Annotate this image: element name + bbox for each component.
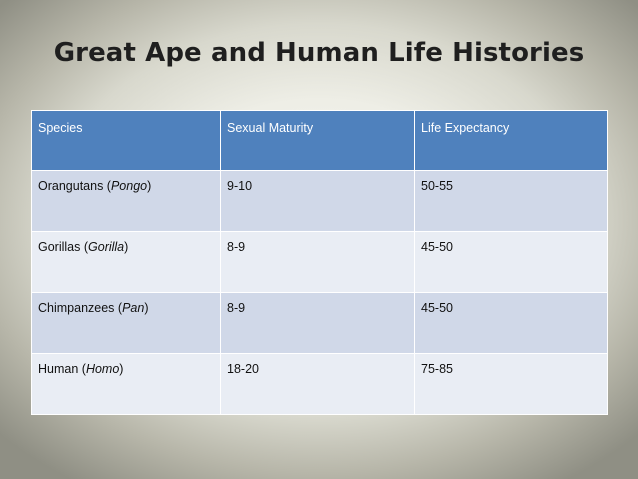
species-cell: Human (Homo) (31, 353, 221, 415)
species-genus: Pan (122, 301, 145, 315)
species-genus: Pongo (110, 179, 148, 193)
life-history-table: Species Sexual Maturity Life Expectancy … (31, 110, 608, 415)
slide-title: Great Ape and Human Life Histories (53, 38, 585, 68)
species-cell: Gorillas (Gorilla) (31, 231, 221, 293)
table-row: Chimpanzees (Pan) 8-9 45-50 (31, 292, 608, 354)
species-common-name: Gorillas (38, 240, 81, 254)
sexual-maturity-cell: 8-9 (220, 292, 415, 354)
table-row: Orangutans (Pongo) 9-10 50-55 (31, 170, 608, 232)
species-cell: Orangutans (Pongo) (31, 170, 221, 232)
species-common-name: Chimpanzees (38, 301, 115, 315)
life-expectancy-cell: 50-55 (414, 170, 608, 232)
sexual-maturity-cell: 8-9 (220, 231, 415, 293)
life-expectancy-cell: 75-85 (414, 353, 608, 415)
table-header-row: Species Sexual Maturity Life Expectancy (31, 110, 608, 171)
species-genus: Homo (85, 362, 120, 376)
species-cell: Chimpanzees (Pan) (31, 292, 221, 354)
species-common-name: Human (38, 362, 79, 376)
life-expectancy-cell: 45-50 (414, 231, 608, 293)
species-genus: Gorilla (88, 240, 125, 254)
table-row: Gorillas (Gorilla) 8-9 45-50 (31, 231, 608, 293)
header-species: Species (31, 110, 221, 171)
sexual-maturity-cell: 9-10 (220, 170, 415, 232)
life-expectancy-cell: 45-50 (414, 292, 608, 354)
sexual-maturity-cell: 18-20 (220, 353, 415, 415)
header-life-expectancy: Life Expectancy (414, 110, 608, 171)
header-sexual-maturity: Sexual Maturity (220, 110, 415, 171)
table-row: Human (Homo) 18-20 75-85 (31, 353, 608, 415)
species-common-name: Orangutans (38, 179, 104, 193)
